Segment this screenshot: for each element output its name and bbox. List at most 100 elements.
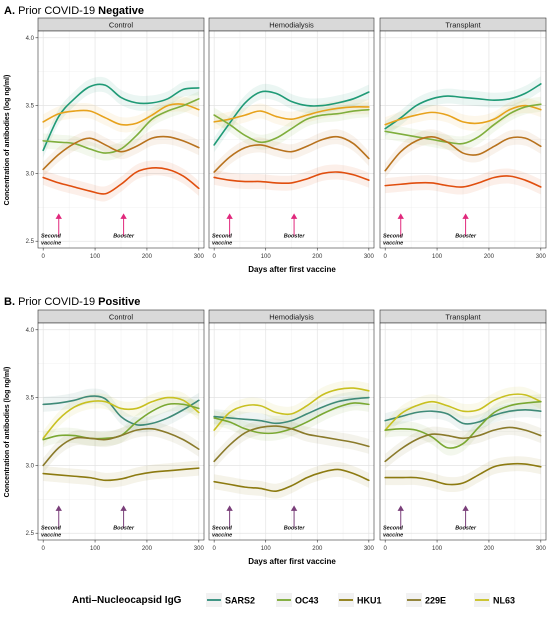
annotation-arrow-head (226, 213, 233, 219)
series-line (384, 400, 542, 449)
panel-title: B. Prior COVID-19 Positive (4, 296, 140, 308)
series-line (213, 468, 370, 493)
facet-hemodialysis: Hemodialysis Second vaccine Booster 0 100 200 3… (208, 309, 375, 552)
confidence-band (43, 396, 199, 448)
y-tick-label: 2.5 (26, 239, 35, 245)
legend-entry: 229E (406, 593, 446, 607)
confidence-band (385, 98, 541, 133)
facet-control: Control Second vaccine Booster 0 100 200 300 2.5… (26, 309, 205, 552)
plot-border (37, 322, 205, 541)
y-tick-label: 3.5 (26, 396, 35, 402)
annotation-label-line: vaccine (212, 532, 232, 538)
annotation-label: Second vaccine (383, 525, 404, 538)
y-tick-label: 3.0 (26, 171, 35, 177)
plot-border (208, 30, 375, 249)
series-line (384, 175, 542, 188)
annotation-label-line: Second (383, 233, 404, 239)
legend-entry: SARS2 (206, 593, 255, 607)
y-tick-label: 2.5 (26, 531, 35, 537)
x-tick-label: 300 (364, 546, 375, 552)
confidence-band (214, 99, 369, 130)
series-line (213, 108, 370, 144)
facet-control: Control Second vaccine Booster 0 100 200 300 2.5… (26, 17, 205, 260)
facet-transplant: Transplant Second vaccine Booster 0 100 200 300 (379, 17, 547, 260)
series-line (42, 167, 200, 195)
annotation-label: Booster (455, 525, 477, 531)
series-line (384, 462, 542, 486)
series-line (42, 83, 200, 152)
annotation-arrow-head (290, 213, 298, 219)
annotation-label-line: vaccine (41, 240, 61, 246)
series-line (213, 387, 370, 431)
confidence-band (43, 421, 199, 473)
annotation-arrow-head (226, 505, 233, 511)
panel-title-main: Prior COVID-19 (18, 296, 98, 308)
facet-label: Hemodialysis (269, 21, 314, 30)
x-tick-label: 100 (261, 546, 272, 552)
series-line (213, 396, 370, 425)
x-tick-label: 200 (312, 546, 323, 552)
confidence-band (214, 83, 369, 153)
legend-label: 229E (425, 596, 446, 606)
annotation-label-line: Booster (113, 233, 135, 239)
panel-title-prefix: B. (4, 296, 18, 308)
confidence-band (385, 394, 541, 456)
panel-title-emph: Negative (98, 5, 144, 17)
confidence-band (214, 129, 369, 180)
plot-border (379, 30, 547, 249)
legend-entry: NL63 (474, 593, 515, 607)
annotation-label: Booster (113, 233, 135, 239)
x-tick-label: 0 (384, 546, 388, 552)
annotation-label: Second vaccine (383, 233, 404, 246)
legend-title: Anti–Nucleocapsid IgG (72, 595, 182, 606)
facet-label: Transplant (445, 21, 481, 30)
x-tick-label: 200 (142, 546, 153, 552)
panel-title-main: Prior COVID-19 (18, 5, 98, 17)
x-tick-label: 300 (194, 254, 205, 260)
annotation-label-line: vaccine (212, 240, 232, 246)
confidence-band (385, 386, 541, 438)
series-line (42, 135, 200, 171)
annotation-label: Booster (455, 233, 477, 239)
series-line (42, 396, 200, 440)
series-line (384, 426, 542, 463)
annotation-arrow-head (55, 505, 62, 511)
facet-transplant: Transplant Second vaccine Booster 0 100 200 300 (379, 309, 546, 552)
annotation-label: Second vaccine (41, 233, 62, 246)
series-line (42, 98, 200, 154)
facet-label: Control (109, 313, 134, 322)
plot-border (37, 30, 205, 249)
series-line (213, 90, 370, 146)
legend-label: NL63 (493, 596, 515, 606)
annotation-label: Booster (284, 233, 306, 239)
annotation-label-line: vaccine (41, 532, 61, 538)
panel-a: A. Prior COVID-19 Negative Concentration … (4, 5, 546, 274)
confidence-band (43, 129, 199, 177)
annotation-arrow-head (120, 505, 127, 511)
x-tick-label: 200 (312, 254, 323, 260)
series-line (42, 427, 200, 467)
x-tick-label: 100 (261, 254, 272, 260)
annotation-label-line: Booster (455, 525, 477, 531)
series-line (213, 171, 370, 185)
legend-label: OC43 (295, 596, 319, 606)
confidence-band (214, 380, 369, 438)
facet-label: Transplant (445, 313, 481, 322)
series-line (384, 104, 542, 126)
annotation-arrow-head (397, 213, 404, 219)
panel-title-emph: Positive (98, 296, 140, 308)
facet-label: Hemodialysis (269, 313, 314, 322)
annotation-arrow-head (55, 213, 62, 219)
annotation-label: Second vaccine (212, 525, 233, 538)
x-tick-label: 300 (536, 254, 547, 260)
annotation-label-line: Second (41, 233, 62, 239)
annotation-label-line: Second (383, 525, 404, 531)
series-line (213, 106, 370, 123)
facet-label: Control (109, 21, 134, 30)
confidence-band (214, 461, 369, 499)
confidence-band (385, 402, 541, 432)
x-tick-label: 0 (212, 546, 216, 552)
annotation-label-line: Second (41, 525, 62, 531)
x-tick-label: 0 (212, 254, 216, 260)
y-tick-label: 3.5 (26, 104, 35, 110)
